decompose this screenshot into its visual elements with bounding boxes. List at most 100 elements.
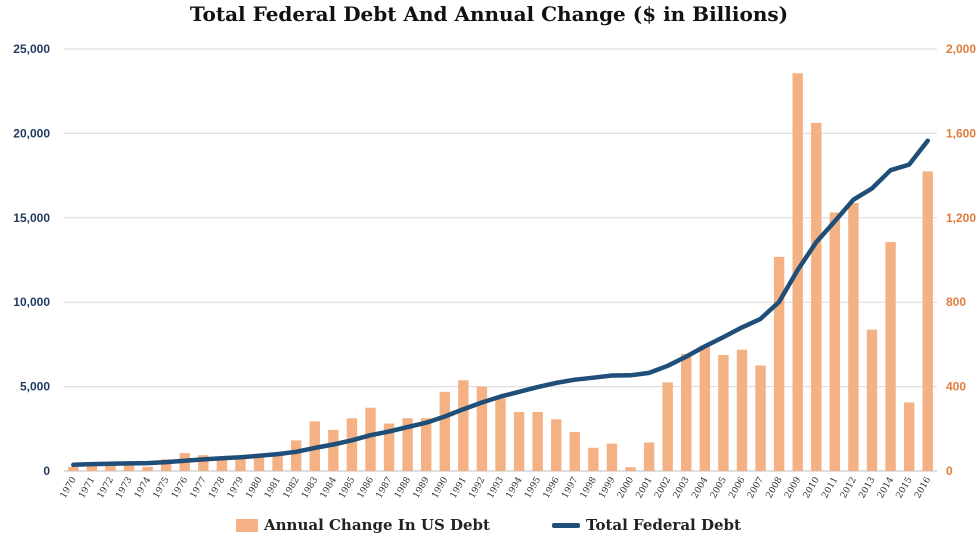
bar [643, 442, 655, 471]
x-tick-label: 2008 [765, 475, 785, 500]
x-tick-label: 2016 [913, 475, 933, 500]
bar [681, 353, 692, 471]
bar [421, 418, 432, 471]
x-tick-label: 1973 [114, 475, 134, 500]
y-tick-label-right: 2,000 [946, 42, 976, 56]
x-tick-label: 2004 [690, 475, 710, 500]
x-tick-label: 1979 [226, 475, 246, 500]
bar [829, 212, 841, 471]
bar [216, 457, 228, 471]
x-tick-label: 2003 [672, 475, 692, 500]
x-tick-label: 2012 [839, 476, 859, 501]
x-tick-label: 2001 [635, 476, 655, 501]
x-tick-label: 1972 [96, 476, 116, 501]
bar [551, 419, 562, 471]
x-tick-label: 2006 [727, 475, 747, 500]
x-tick-label: 2002 [653, 476, 673, 501]
x-tick-label: 1987 [375, 475, 395, 500]
y-tick-label-left: 0 [43, 464, 50, 478]
bar [736, 349, 748, 471]
x-tick-label: 1984 [319, 475, 339, 500]
x-tick-label: 1992 [467, 476, 487, 501]
bar [439, 391, 450, 471]
x-tick-label: 1978 [207, 475, 227, 500]
bar [606, 443, 618, 471]
x-tick-label: 2009 [783, 475, 803, 500]
bar [198, 455, 209, 471]
bar [383, 423, 395, 471]
y-tick-label-left: 20,000 [13, 126, 50, 140]
x-tick-label: 1976 [170, 475, 190, 500]
x-tick-label: 1977 [189, 475, 209, 500]
y-tick-label-left: 10,000 [13, 295, 50, 309]
bar [922, 171, 933, 471]
x-tick-label: 1975 [152, 475, 172, 500]
bar [458, 380, 469, 471]
legend-swatch-line [552, 522, 580, 528]
x-tick-label: 1990 [430, 475, 450, 500]
x-tick-label: 2005 [709, 475, 729, 500]
y-tick-label-left: 5,000 [20, 380, 50, 394]
y-tick-label-left: 15,000 [13, 211, 50, 225]
x-tick-label: 2000 [616, 475, 636, 500]
y-tick-label-right: 400 [946, 380, 966, 394]
bar [903, 402, 915, 471]
bar [272, 454, 283, 471]
x-tick-label: 2013 [857, 475, 877, 500]
x-tick-label: 1985 [337, 475, 357, 500]
bar [290, 440, 302, 471]
x-tick-label: 1980 [245, 475, 265, 500]
bar [718, 354, 729, 471]
y-tick-label-right: 0 [946, 464, 953, 478]
bar [866, 329, 878, 471]
x-tick-label: 1988 [393, 475, 413, 500]
x-tick-label: 2014 [876, 475, 896, 500]
bar [569, 431, 580, 471]
bar [235, 456, 246, 471]
x-tick-label: 1982 [282, 476, 302, 501]
bar [662, 382, 673, 471]
x-tick-label: 1993 [486, 475, 506, 500]
x-tick-label: 1991 [449, 476, 469, 501]
y-tick-label-right: 1,600 [946, 126, 976, 140]
bar [253, 454, 265, 471]
x-tick-label: 1970 [59, 475, 79, 500]
debt-line [71, 138, 930, 468]
x-tick-label: 2011 [820, 476, 840, 501]
bar [160, 459, 172, 471]
legend: Annual Change In US Debt Total Federal D… [0, 516, 978, 540]
x-tick-label: 1981 [263, 476, 283, 501]
x-tick-label: 1989 [412, 475, 432, 500]
x-tick-label: 2007 [746, 475, 766, 500]
y-tick-label-right: 800 [946, 295, 966, 309]
y-tick-label-right: 1,200 [946, 211, 976, 225]
x-tick-label: 1998 [579, 475, 599, 500]
chart-title: Total Federal Debt And Annual Change ($ … [189, 2, 789, 26]
x-tick-label: 1995 [523, 475, 543, 500]
legend-item-annual-change: Annual Change In US Debt [236, 516, 490, 534]
x-tick-label: 1996 [542, 475, 562, 500]
bar [848, 203, 859, 471]
x-tick-label: 2010 [802, 475, 822, 500]
x-tick-label: 1999 [597, 475, 617, 500]
x-tick-label: 1997 [560, 475, 580, 500]
y-tick-label-left: 25,000 [13, 42, 50, 56]
x-tick-label: 1994 [505, 475, 525, 500]
x-tick-label: 2015 [895, 475, 915, 500]
bar [365, 407, 376, 471]
bar [476, 386, 488, 471]
bar [495, 398, 506, 471]
bar [402, 418, 413, 471]
legend-swatch-bar [236, 518, 258, 532]
bar [811, 122, 822, 471]
bar [532, 411, 543, 471]
bar [755, 365, 766, 471]
legend-label-annual-change: Annual Change In US Debt [264, 516, 490, 534]
bar [588, 447, 599, 471]
bar [328, 429, 339, 471]
legend-label-total-debt: Total Federal Debt [586, 516, 741, 534]
bar [346, 418, 358, 471]
bar [68, 466, 79, 471]
bar [142, 466, 153, 471]
